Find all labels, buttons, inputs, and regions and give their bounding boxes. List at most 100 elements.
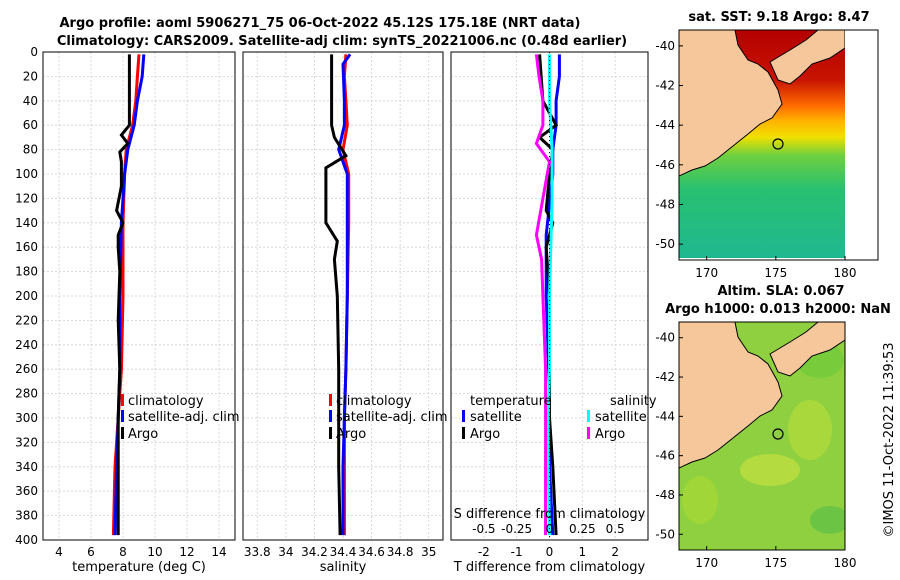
legend-swatch bbox=[329, 394, 332, 406]
map-y-tick-label: -44 bbox=[655, 409, 675, 423]
s-tick-label: -0.5 bbox=[472, 522, 495, 536]
x-tick-label: 0 bbox=[546, 545, 554, 559]
x-tick-label: -1 bbox=[511, 545, 523, 559]
y-tick-label: 360 bbox=[15, 484, 38, 498]
map-x-tick-label: 180 bbox=[834, 266, 857, 280]
legend-swatch bbox=[329, 410, 332, 422]
map-y-tick-label: -44 bbox=[655, 118, 675, 132]
y-tick-label: 100 bbox=[15, 167, 38, 181]
series-line bbox=[324, 54, 348, 536]
x-tick-label: 8 bbox=[119, 545, 127, 559]
y-tick-label: 380 bbox=[15, 509, 38, 523]
series-line bbox=[115, 54, 131, 536]
sla-map-axes: 170 175 180 -40 -42 -44 -46 -48 -50 bbox=[655, 331, 856, 570]
y-tick-label: 320 bbox=[15, 435, 38, 449]
legend-swatch bbox=[462, 410, 465, 422]
y-tick-label: 120 bbox=[15, 191, 38, 205]
figure-title-line1: Argo profile: aoml 5906271_75 06-Oct-202… bbox=[60, 16, 581, 31]
x-tick-label: 14 bbox=[211, 545, 226, 559]
x-tick-label: 12 bbox=[179, 545, 194, 559]
figure-title-line2: Climatology: CARS2009. Satellite-adj cli… bbox=[57, 34, 627, 49]
map-y-tick-label: -42 bbox=[655, 370, 675, 384]
map-y-tick-label: -50 bbox=[655, 237, 675, 251]
sst-map: sat. SST: 9.18 Argo: 8.47 170 175 180 -40 bbox=[655, 10, 879, 280]
legend-entry: Argo bbox=[336, 427, 366, 442]
legend-entry: climatology bbox=[128, 394, 204, 409]
s-tick-label: 0.5 bbox=[606, 522, 625, 536]
y-tick-label: 220 bbox=[15, 313, 38, 327]
difference-profile-plot: -2 -1 0 1 2T difference from climatology S di… bbox=[450, 51, 657, 575]
y-tick-label: 400 bbox=[15, 533, 38, 547]
y-tick-label: 180 bbox=[15, 265, 38, 279]
legend-entry: Argo bbox=[470, 427, 500, 442]
legend-entry: climatology bbox=[336, 394, 412, 409]
sst-map-axes: 170 175 180 -40 -42 -44 -46 -48 -50 bbox=[655, 39, 856, 280]
legend-entry: satellite-adj. clim bbox=[336, 410, 448, 425]
plot-frame bbox=[42, 51, 236, 541]
y-tick-label: 160 bbox=[15, 240, 38, 254]
y-tick-label: 140 bbox=[15, 216, 38, 230]
x-tick-label: 1 bbox=[579, 545, 587, 559]
y-tick-label: 280 bbox=[15, 387, 38, 401]
temperature-profile-plot: 0 20 40 60 80 100 120 140 160 180 200 220 240 260 280 3… bbox=[15, 45, 240, 575]
x-axis-label: T difference from climatology bbox=[453, 560, 646, 575]
y-tick-label: 200 bbox=[15, 289, 38, 303]
imos-watermark: ©IMOS 11-Oct-2022 11:39:53 bbox=[882, 342, 897, 537]
legend-entry: Argo bbox=[595, 427, 625, 442]
y-tick-label: 0 bbox=[30, 45, 38, 59]
y-tick-label: 80 bbox=[23, 143, 38, 157]
x-tick-label: 35 bbox=[421, 545, 436, 559]
map-x-tick-label: 170 bbox=[695, 266, 718, 280]
y-tick-label: 240 bbox=[15, 338, 38, 352]
legend-entry: satellite bbox=[470, 410, 522, 425]
x-tick-label: 34.6 bbox=[358, 545, 385, 559]
sla-map-title-line1: Altim. SLA: 0.067 bbox=[718, 284, 845, 299]
legend-swatch bbox=[587, 410, 590, 422]
legend-header-salinity: salinity bbox=[610, 394, 657, 409]
y-tick-label: 60 bbox=[23, 118, 38, 132]
series-line bbox=[337, 53, 352, 536]
legend-entry: Argo bbox=[128, 427, 158, 442]
map-y-tick-label: -40 bbox=[655, 39, 675, 53]
map-x-tick-label: 180 bbox=[834, 556, 857, 570]
map-y-tick-label: -50 bbox=[655, 527, 675, 541]
legend-swatch bbox=[121, 427, 124, 439]
map-y-tick-label: -48 bbox=[655, 488, 675, 502]
legend-swatch bbox=[121, 410, 124, 422]
legend-swatch bbox=[121, 394, 124, 406]
series-line bbox=[534, 54, 552, 536]
y-tick-label: 300 bbox=[15, 411, 38, 425]
map-y-tick-label: -46 bbox=[655, 449, 675, 463]
map-y-tick-label: -46 bbox=[655, 158, 675, 172]
legend-entry: satellite bbox=[595, 410, 647, 425]
legend-swatch bbox=[587, 427, 590, 439]
sla-map-patches bbox=[679, 322, 845, 534]
x-tick-label: 6 bbox=[87, 545, 95, 559]
x-tick-label: 2 bbox=[611, 545, 619, 559]
x-tick-label: 10 bbox=[147, 545, 162, 559]
s-tick-label: -0.25 bbox=[501, 522, 532, 536]
sla-map: Altim. SLA: 0.067 Argo h1000: 0.013 h200… bbox=[655, 284, 890, 570]
map-x-tick-label: 170 bbox=[695, 556, 718, 570]
y-tick-label: 340 bbox=[15, 460, 38, 474]
x-axis-label: temperature (deg C) bbox=[72, 560, 206, 575]
salinity-profile-plot: 33.8 34 34.2 34.4 34.6 34.8 35 salinity climatol… bbox=[242, 51, 448, 575]
x-tick-label: 34.8 bbox=[387, 545, 414, 559]
legend-entry: satellite-adj. clim bbox=[128, 410, 240, 425]
y-tick-label: 20 bbox=[23, 69, 38, 83]
series-line bbox=[546, 54, 554, 536]
plot-frame bbox=[242, 51, 444, 541]
y-tick-label: 40 bbox=[23, 94, 38, 108]
x-tick-label: 33.8 bbox=[244, 545, 271, 559]
x-tick-label: 34.4 bbox=[330, 545, 357, 559]
map-y-tick-label: -42 bbox=[655, 79, 675, 93]
x-tick-label: 34 bbox=[278, 545, 293, 559]
sst-map-title: sat. SST: 9.18 Argo: 8.47 bbox=[688, 10, 869, 25]
y-tick-label: 260 bbox=[15, 362, 38, 376]
x-tick-label: 4 bbox=[55, 545, 63, 559]
map-x-tick-label: 175 bbox=[764, 556, 787, 570]
x-tick-label: -2 bbox=[478, 545, 490, 559]
map-y-tick-label: -48 bbox=[655, 197, 675, 211]
legend-header-temperature: temperature bbox=[470, 394, 552, 409]
